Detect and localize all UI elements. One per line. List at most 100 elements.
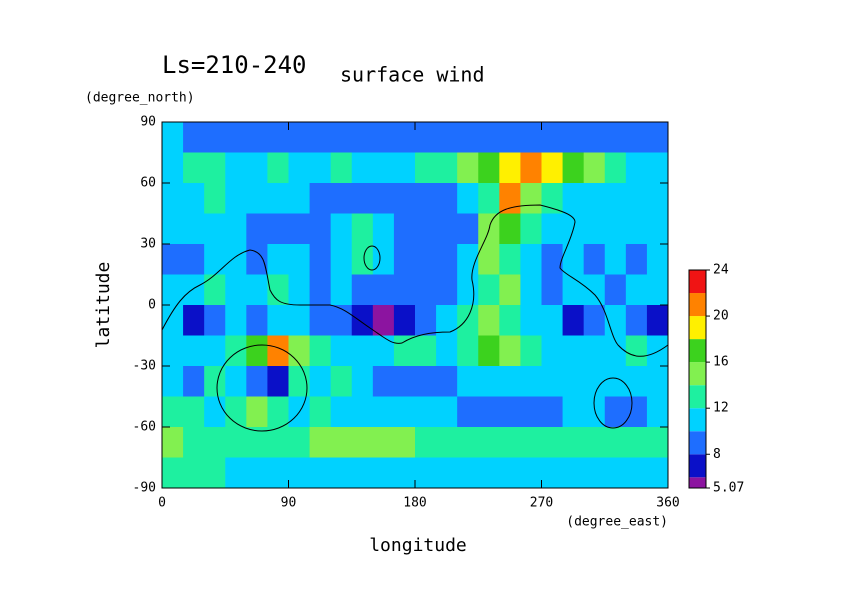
field-cell [183, 305, 205, 336]
field-cell [436, 305, 458, 336]
field-cell [562, 427, 585, 458]
field-cell [646, 122, 669, 153]
field-cell [562, 244, 585, 275]
field-cell [267, 305, 289, 336]
field-cell [162, 427, 184, 458]
field-cell [309, 122, 332, 153]
field-cell [288, 152, 311, 184]
y-axis-label: latitude [93, 262, 114, 349]
field-cell [646, 427, 669, 458]
field-cell [225, 183, 247, 214]
field-cell [288, 244, 311, 275]
field-cell [225, 244, 247, 275]
field-cell [372, 305, 395, 336]
field-cell [330, 427, 353, 458]
field-cell [225, 335, 247, 367]
field-cell [351, 213, 374, 245]
field-cell [246, 335, 268, 367]
colorbar-segment [689, 293, 706, 317]
field-cell [162, 396, 184, 428]
colorbar-segment [689, 408, 706, 432]
field-cell [415, 244, 437, 275]
field-cell [436, 183, 458, 214]
field-cell [625, 213, 648, 245]
field-cell [415, 213, 437, 245]
field-cell [267, 152, 289, 184]
colorbar-segment [689, 316, 706, 340]
field-cell [520, 183, 542, 214]
y-unit: (degree_north) [85, 91, 195, 106]
field-cell [246, 152, 268, 184]
field-cell [225, 457, 247, 489]
field-cell [520, 396, 542, 428]
field-cell [288, 213, 311, 245]
field-cell [309, 457, 332, 489]
field-cell [372, 122, 395, 153]
field-cell [267, 183, 289, 214]
x-tick-label: 0 [158, 496, 166, 511]
colorbar-segment [689, 454, 706, 478]
field-cell [499, 122, 521, 153]
field-cell [330, 305, 353, 336]
colorbar-frame [688, 269, 707, 489]
field-cell [415, 457, 437, 489]
field-cell [351, 427, 374, 458]
field-cell [393, 335, 416, 367]
field-cell [162, 274, 184, 306]
field-cell [183, 274, 205, 306]
field-cell [309, 183, 332, 214]
field-cell [562, 183, 585, 214]
field-cell [204, 427, 226, 458]
field-cell [330, 274, 353, 306]
field-cell [309, 366, 332, 397]
field-cell [372, 244, 395, 275]
field-cell [478, 457, 500, 489]
field-cell [288, 122, 311, 153]
field-cell [604, 183, 627, 214]
x-axis-label: longitude [369, 535, 467, 556]
field-cell [520, 122, 542, 153]
field-cell [267, 427, 289, 458]
field-cell [499, 366, 521, 397]
field-cell [309, 396, 332, 428]
field-cell [415, 122, 437, 153]
field-cell [351, 152, 374, 184]
field-cell [246, 427, 268, 458]
field-cell [625, 274, 648, 306]
field-cell [393, 457, 416, 489]
contour-line [161, 204, 669, 357]
field-cell [330, 183, 353, 214]
colorbar-tick-label: 16 [713, 355, 729, 370]
field-cell [646, 457, 669, 489]
field-cell [436, 122, 458, 153]
field-cell [309, 152, 332, 184]
field-cell [625, 366, 648, 397]
field-cell [457, 274, 479, 306]
field-cell [541, 244, 564, 275]
field-cell [541, 305, 564, 336]
field-cell [309, 213, 332, 245]
field-cell [225, 427, 247, 458]
field-cell [625, 183, 648, 214]
field-cell [457, 183, 479, 214]
field-cell [583, 122, 606, 153]
field-cell [478, 335, 500, 367]
chart-title: Ls=210-240 [162, 51, 307, 79]
field-cell [415, 366, 437, 397]
field-cell [267, 274, 289, 306]
field-cell [393, 366, 416, 397]
x-tick-label: 360 [656, 496, 679, 511]
field-cell [225, 366, 247, 397]
field-cell [162, 305, 184, 336]
field-cell [520, 457, 542, 489]
field-cell [478, 183, 500, 214]
field-cell [646, 213, 669, 245]
field-cell [604, 457, 627, 489]
field-cell [246, 244, 268, 275]
y-tick-label: 60 [140, 176, 156, 191]
field-cell [246, 122, 268, 153]
field-cell [351, 274, 374, 306]
field-cell [162, 213, 184, 245]
field-cell [436, 244, 458, 275]
